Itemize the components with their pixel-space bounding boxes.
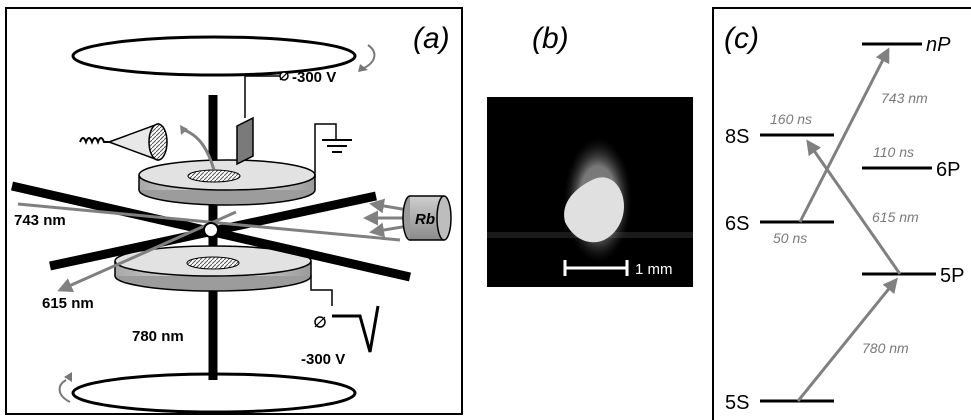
level-8S-label: 8S [725,126,749,148]
top-ring-arrowhead-icon [358,64,368,72]
panel-b: (b) 1 mm [487,22,693,287]
beam-743-label: 743 nm [14,212,66,229]
level-6P-label: 6P [936,159,960,181]
lifetime-6P: 110 ns [873,144,914,160]
transition-743-label: 743 nm [881,90,928,106]
transition-780 [796,277,898,402]
panel-b-label: (b) [532,22,569,55]
bottom-ring-arrowhead-icon [64,372,72,382]
detector-mesh [148,123,168,161]
voltage-pulse-icon [332,305,380,353]
lower-plate-mesh [186,256,240,270]
level-5S-label: 5S [725,392,749,414]
voltage-bottom-label: -300 V [301,351,345,368]
transition-615-label: 615 nm [872,209,919,225]
detector-coil-icon [79,137,109,145]
transition-615 [806,139,902,275]
beam-615-label: 615 nm [42,295,94,312]
level-5P-label: 5P [940,265,964,287]
transition-743 [798,47,890,223]
beam-780-label: 780 nm [132,328,184,345]
panel-a-label: (a) [413,22,450,55]
level-6S-label: 6S [725,213,749,235]
top-ring-rotation-arrow [363,44,376,69]
scale-bar-label: 1 mm [635,261,673,278]
lifetime-8S: 160 ns [770,111,812,127]
beam-743 [17,202,401,242]
bottom-ring-rotation-arrow [58,379,71,403]
panel-a: (a) -300 V [5,7,463,415]
panel-c-label: (c) [724,22,759,55]
ion-cloud [564,177,624,243]
atom-cloud [203,222,219,238]
deflector-plate [236,116,254,166]
panel-c: (c) nP 8S 6P 6S 5P 5S 160 ns 110 ns 50 n… [712,7,971,420]
upper-plate-mesh [187,169,241,183]
voltage-top-label: -300 V [292,69,336,86]
lifetime-6S: 50 ns [773,230,807,246]
panel-a-frame [5,7,463,415]
level-nP-label: nP [926,34,951,56]
ion-trajectory [183,128,216,171]
top-ring [71,35,357,77]
panel-c-frame [712,7,971,420]
transition-780-label: 780 nm [862,340,909,356]
rb-label: Rb [415,211,435,228]
